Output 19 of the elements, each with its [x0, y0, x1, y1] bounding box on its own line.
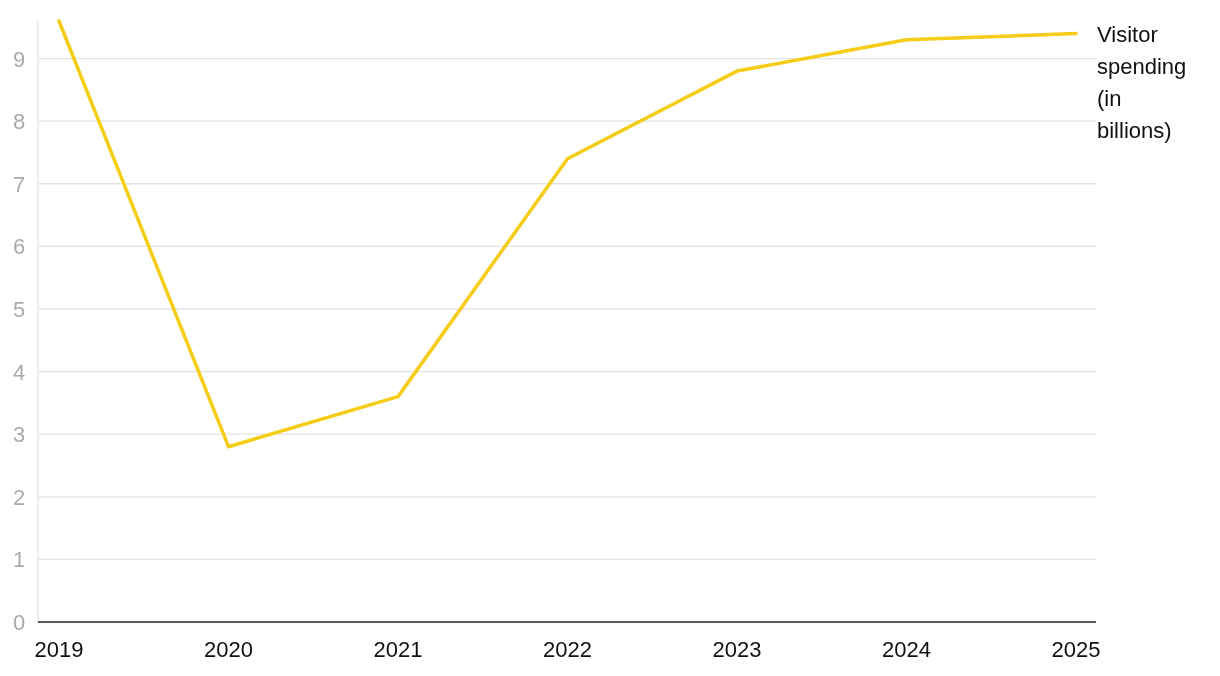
- x-tick-label: 2022: [543, 637, 592, 662]
- y-tick-label: 6: [12, 234, 26, 260]
- y-tick-label: 1: [12, 547, 26, 573]
- x-tick-label: 2020: [204, 637, 253, 662]
- y-tick-label: 0: [12, 610, 26, 635]
- y-tick-label: 5: [12, 296, 26, 322]
- x-tick-label: 2019: [34, 637, 84, 662]
- y-tick-label: 8: [12, 109, 26, 135]
- x-tick-label: 2024: [882, 637, 931, 662]
- x-tick-label: 2025: [1051, 637, 1101, 662]
- x-tick-label: 2023: [712, 637, 762, 662]
- y-tick-label: 7: [12, 171, 26, 197]
- y-tick-label: 4: [12, 359, 26, 385]
- y-tick-label: 3: [12, 422, 26, 448]
- y-tick-label: 2: [12, 484, 26, 510]
- line-series: [57, 19, 1078, 449]
- series-label: Visitor spending (in billions): [1097, 21, 1187, 143]
- y-tick-label: 9: [12, 46, 26, 72]
- x-tick-label: 2021: [373, 637, 423, 662]
